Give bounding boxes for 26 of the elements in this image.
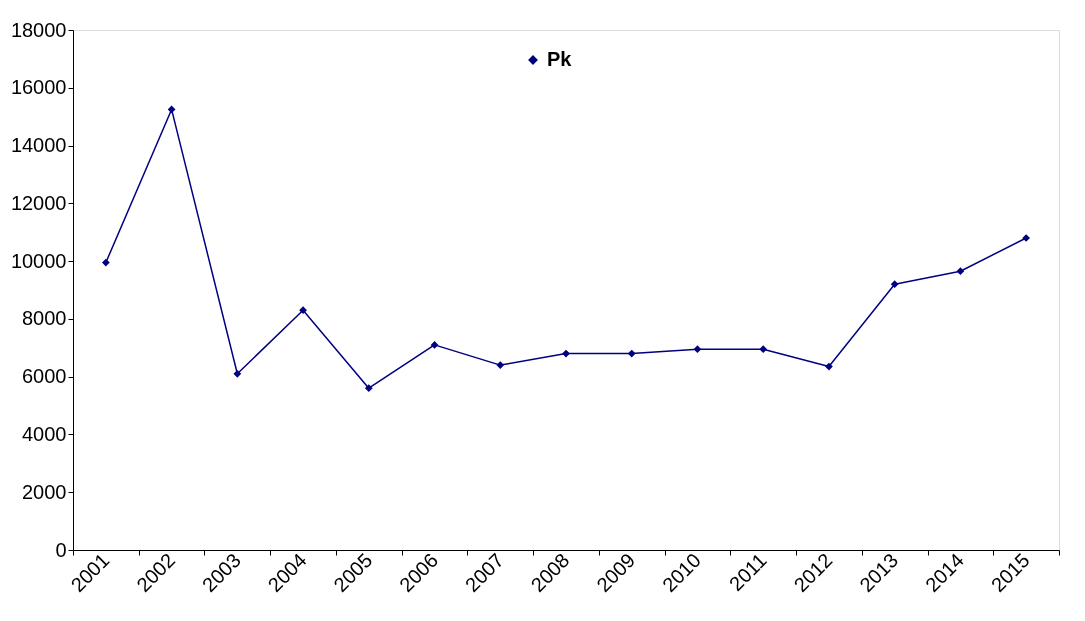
point [956, 267, 965, 276]
legend-label: Pk [547, 48, 573, 70]
y-tick-label: 12000 [10, 191, 67, 214]
y-tick-label: 0 [55, 538, 67, 561]
point [496, 361, 505, 369]
y-tick-label: 16000 [10, 76, 67, 99]
y-tick-label: 8000 [22, 307, 67, 330]
point [890, 280, 899, 289]
point [825, 362, 833, 371]
y-tick-label: 4000 [22, 422, 67, 445]
point [693, 345, 702, 354]
y-tick-label: 2000 [22, 480, 67, 503]
y-tick-label: 14000 [10, 134, 67, 157]
point [562, 349, 570, 358]
point [759, 345, 768, 354]
y-tick-label: 18000 [10, 18, 67, 41]
point [233, 369, 242, 378]
point [627, 349, 636, 358]
point [430, 341, 439, 349]
point [167, 105, 176, 114]
y-tick-label: 10000 [10, 249, 67, 272]
point [1022, 234, 1031, 242]
point [364, 384, 373, 393]
y-tick-label: 6000 [22, 365, 67, 388]
point [299, 306, 307, 315]
point [101, 258, 110, 267]
